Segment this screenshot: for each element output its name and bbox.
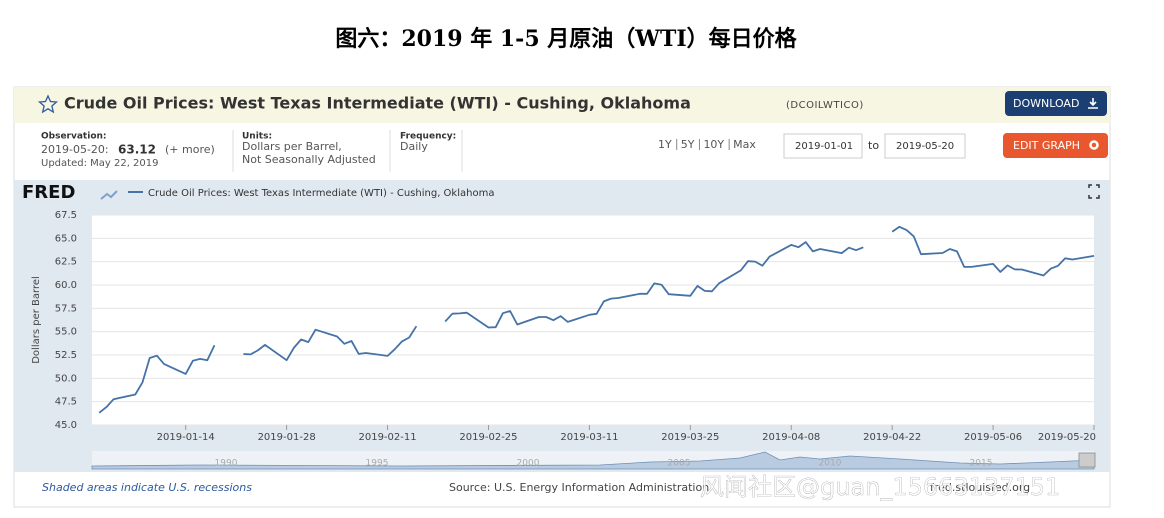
observation-date: 2019-05-20: <box>41 143 109 156</box>
header-bar <box>14 87 1110 123</box>
download-button[interactable] <box>1005 91 1107 116</box>
star-icon[interactable] <box>37 94 59 114</box>
series-line <box>98 225 1095 414</box>
navigator-handle[interactable] <box>1078 452 1096 468</box>
y-tick-label: 67.5 <box>55 210 77 221</box>
y-axis-label: Dollars per Barrel <box>31 276 42 364</box>
watermark: 风闻社区@guan_15663137151 <box>700 473 1060 501</box>
x-tick-label: 2019-03-11 <box>560 432 618 443</box>
navigator-series <box>91 451 1095 470</box>
range-link[interactable]: 1Y <box>658 138 672 151</box>
logo-icon <box>100 190 118 200</box>
gear-icon <box>1089 140 1099 150</box>
navigator-label: 2000 <box>517 459 540 469</box>
observation-more[interactable]: (+ more) <box>165 143 215 156</box>
x-tick-label: 2019-04-22 <box>863 432 921 443</box>
x-tick-label: 2019-05-06 <box>964 432 1022 443</box>
navigator-label: 2005 <box>668 459 691 469</box>
range-link[interactable]: 5Y <box>681 138 695 151</box>
date-from[interactable]: 2019-01-01 <box>795 141 853 152</box>
x-tick-label: 2019-01-28 <box>258 432 316 443</box>
x-tick-label: 2019-01-14 <box>157 432 215 443</box>
observation-value: 63.12 <box>118 143 156 157</box>
x-tick-label: 2019-02-11 <box>358 432 416 443</box>
source: Source: U.S. Energy Information Administ… <box>449 481 709 494</box>
plot-area <box>92 215 1094 425</box>
download-icon <box>1088 98 1098 109</box>
x-tick-label: 2019-05-20 <box>1038 432 1096 443</box>
x-tick-label: 2019-02-25 <box>459 432 517 443</box>
site: fred.stlouisfed.org <box>930 481 1030 494</box>
edit-label[interactable]: EDIT GRAPH <box>1013 139 1080 152</box>
frequency: Daily <box>400 140 428 153</box>
units-line: Not Seasonally Adjusted <box>242 153 376 166</box>
y-tick-label: 60.0 <box>55 280 77 291</box>
y-tick-label: 50.0 <box>55 373 77 384</box>
recessions-note: Shaded areas indicate U.S. recessions <box>42 481 252 494</box>
units-label: Units: <box>242 132 272 142</box>
units-line: Dollars per Barrel, <box>242 140 342 153</box>
range-link[interactable]: Max <box>733 138 756 151</box>
frequency-label: Frequency: <box>400 132 456 142</box>
y-tick-label: 45.0 <box>55 420 77 431</box>
range-link[interactable]: 10Y <box>703 138 724 151</box>
series-title: Crude Oil Prices: West Texas Intermediat… <box>64 94 691 113</box>
observation-label: Observation: <box>41 132 107 142</box>
to-word: to <box>868 139 879 152</box>
fred-logo: FRED <box>22 182 75 203</box>
y-tick-label: 57.5 <box>55 303 77 314</box>
legend-label: Crude Oil Prices: West Texas Intermediat… <box>148 188 494 199</box>
x-tick-label: 2019-03-25 <box>661 432 719 443</box>
y-tick-label: 47.5 <box>55 397 77 408</box>
navigator-label: 1990 <box>215 459 238 469</box>
date-input[interactable] <box>783 133 863 159</box>
x-tick-label: 2019-04-08 <box>762 432 820 443</box>
edit-button[interactable] <box>1003 133 1108 158</box>
navigator-label: 2015 <box>970 459 993 469</box>
series-id: (DCOILWTICO) <box>786 100 864 111</box>
figure-title: 图六：2019 年 1-5 月原油（WTI）每日价格 <box>335 26 797 52</box>
fullscreen-icon[interactable] <box>1088 184 1100 199</box>
navigator-label: 2010 <box>819 459 842 469</box>
y-tick-label: 55.0 <box>55 327 77 338</box>
date-input[interactable] <box>884 133 966 159</box>
y-tick-label: 65.0 <box>55 233 77 244</box>
range-links: 1Y 5Y 10Y Max <box>658 138 756 151</box>
y-tick-label: 52.5 <box>55 350 77 361</box>
date-to[interactable]: 2019-05-20 <box>896 141 954 152</box>
y-tick-label: 62.5 <box>55 257 77 268</box>
updated: Updated: May 22, 2019 <box>41 158 159 169</box>
navigator-label: 1995 <box>366 459 389 469</box>
download-label[interactable]: DOWNLOAD <box>1013 97 1079 110</box>
